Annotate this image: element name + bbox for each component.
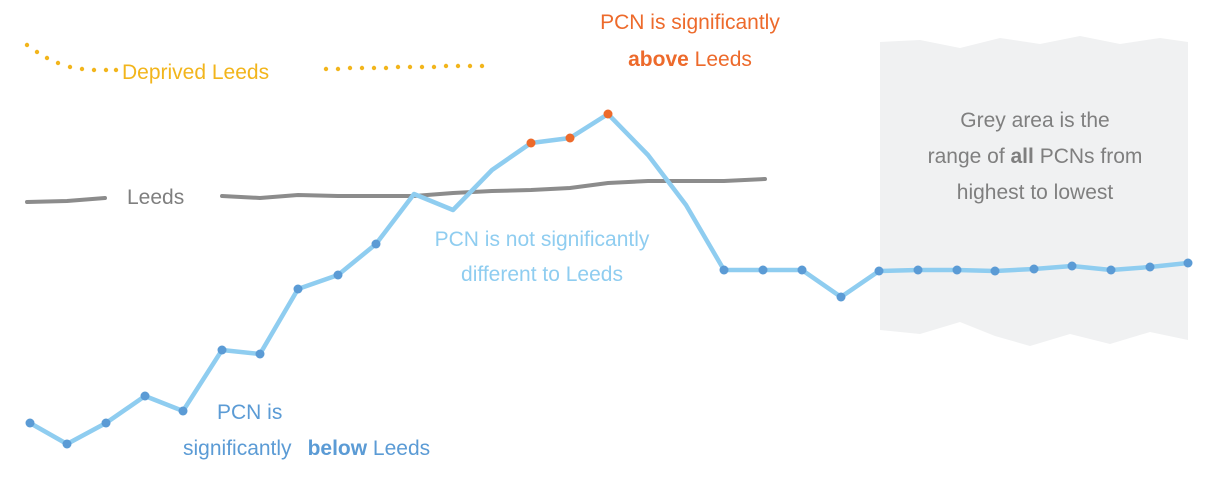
grey-line2: range of all PCNs from (928, 145, 1143, 168)
above-annotation: PCN is significantly above Leeds (600, 11, 780, 71)
below-rest: Leeds (373, 437, 430, 460)
grey-line3: highest to lowest (957, 181, 1114, 204)
grey-annotation: Grey area is the range of all PCNs from … (928, 109, 1143, 204)
above-line2: above Leeds (628, 48, 752, 71)
above-line1: PCN is significantly (600, 11, 780, 34)
below-annotation: PCN is significantly below Leeds (183, 401, 430, 460)
deprived-line (24, 42, 485, 73)
leeds-label: Leeds (127, 186, 184, 209)
not-significant-line2: different to Leeds (461, 263, 623, 286)
above-rest: Leeds (695, 48, 752, 71)
not-significant-line1: PCN is not significantly (435, 228, 650, 251)
leeds-line (25, 177, 767, 204)
below-line1: PCN is (217, 401, 282, 424)
above-bold: above (628, 48, 689, 71)
below-line2: significantly below Leeds (183, 437, 430, 460)
deprived-label: Deprived Leeds (122, 61, 269, 84)
grey-line2a: range of (928, 145, 1005, 168)
below-dots (25, 239, 1193, 449)
grey-line2b: PCNs from (1040, 145, 1143, 168)
below-bold: below (308, 437, 368, 460)
grey-line1: Grey area is the (960, 109, 1109, 132)
not-significant-annotation: PCN is not significantly different to Le… (435, 228, 650, 286)
grey-bold: all (1011, 145, 1034, 168)
below-line2a: significantly (183, 437, 292, 460)
above-dots (526, 109, 613, 148)
